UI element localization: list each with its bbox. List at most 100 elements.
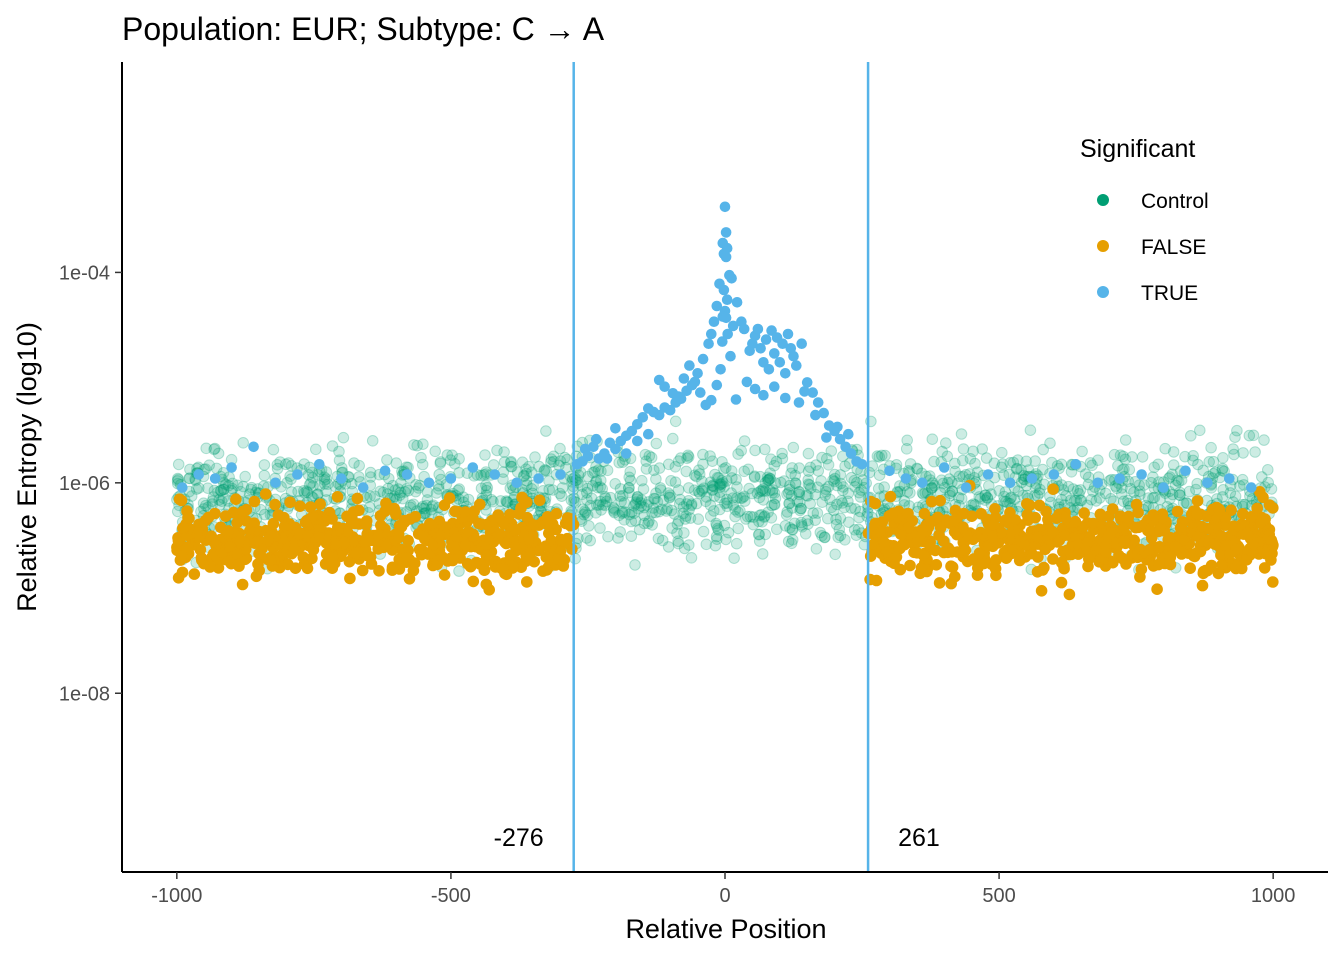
data-point — [533, 473, 544, 484]
data-point — [1019, 539, 1032, 551]
data-point — [741, 510, 754, 523]
data-point — [973, 491, 986, 503]
data-point — [382, 482, 395, 495]
data-point — [770, 455, 783, 468]
data-point — [1111, 482, 1123, 495]
data-point — [415, 502, 428, 515]
data-point — [237, 505, 249, 518]
data-point — [1106, 503, 1119, 515]
data-point — [895, 528, 907, 541]
data-point — [800, 489, 813, 502]
data-point — [802, 447, 815, 460]
data-point — [314, 498, 327, 511]
data-point — [780, 368, 791, 379]
data-point — [825, 445, 838, 457]
data-point — [786, 462, 799, 474]
data-point — [1032, 531, 1044, 544]
data-point — [926, 433, 939, 446]
data-point — [884, 465, 895, 477]
data-point — [697, 353, 709, 365]
data-point — [595, 474, 607, 487]
data-point — [818, 531, 831, 544]
data-point — [209, 473, 221, 484]
data-point — [590, 433, 602, 445]
data-point — [1036, 463, 1049, 476]
data-point — [364, 466, 377, 479]
legend-label: TRUE — [1141, 282, 1198, 305]
data-point — [1177, 497, 1190, 509]
data-point — [405, 499, 417, 512]
data-point — [1224, 473, 1235, 484]
data-point — [684, 360, 695, 371]
data-point — [594, 495, 607, 508]
data-point — [911, 462, 923, 475]
data-point — [182, 511, 194, 524]
data-point — [938, 546, 950, 559]
data-point — [765, 512, 778, 524]
data-point — [845, 471, 858, 484]
data-point — [757, 494, 770, 506]
data-point — [768, 498, 781, 511]
data-point — [1174, 522, 1187, 534]
data-point — [720, 312, 732, 324]
data-point — [819, 483, 832, 496]
data-point — [741, 376, 753, 388]
data-point — [480, 484, 493, 497]
data-point — [731, 297, 743, 308]
data-point — [569, 552, 582, 565]
data-point — [301, 562, 314, 575]
data-point — [683, 503, 695, 516]
data-point — [518, 469, 530, 482]
data-point — [635, 494, 648, 506]
data-point — [890, 459, 903, 471]
data-point — [709, 539, 722, 552]
data-point — [785, 490, 798, 502]
data-point — [680, 510, 692, 522]
data-point — [762, 506, 774, 519]
data-point — [1147, 492, 1159, 504]
data-point — [192, 526, 205, 538]
data-point — [960, 482, 972, 493]
data-point — [366, 435, 379, 447]
data-point — [1064, 494, 1077, 507]
data-point — [711, 300, 723, 312]
data-point — [1050, 512, 1063, 525]
data-point — [618, 514, 631, 526]
data-point — [364, 490, 376, 503]
data-point — [1000, 495, 1012, 508]
data-point — [415, 451, 427, 464]
data-point — [919, 487, 932, 499]
data-point — [782, 487, 795, 499]
data-point — [719, 497, 731, 510]
data-point — [781, 506, 794, 518]
data-point — [1196, 579, 1209, 592]
data-point — [1058, 529, 1071, 542]
data-point — [533, 494, 546, 507]
data-point — [1265, 534, 1278, 546]
data-point — [879, 449, 891, 462]
data-point — [621, 448, 632, 459]
data-point — [706, 394, 717, 406]
data-point — [623, 481, 635, 494]
data-point — [624, 465, 637, 478]
data-point — [834, 512, 847, 525]
data-point — [314, 459, 325, 470]
data-point — [222, 525, 235, 537]
data-point — [981, 492, 994, 504]
data-point — [432, 479, 445, 492]
data-point — [655, 484, 667, 496]
data-point — [614, 526, 627, 538]
data-point — [978, 557, 990, 570]
data-point — [1021, 509, 1034, 521]
data-point — [220, 478, 232, 491]
data-point — [753, 491, 766, 504]
data-point — [1151, 583, 1163, 596]
data-point — [185, 490, 198, 502]
data-point — [1120, 558, 1132, 570]
data-point — [1047, 483, 1059, 496]
data-point — [726, 472, 738, 484]
data-point — [684, 512, 697, 524]
data-point — [632, 503, 645, 515]
data-point — [785, 537, 798, 550]
data-point — [1085, 493, 1098, 506]
